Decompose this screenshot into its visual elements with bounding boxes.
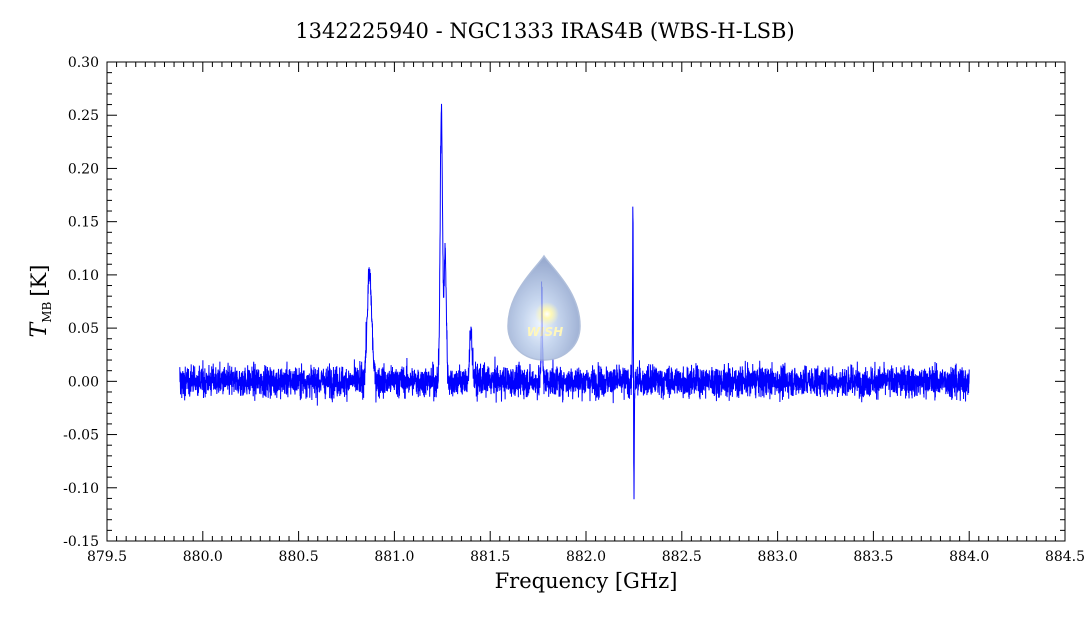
y-tick-label: -0.05 [63,428,99,444]
x-tick-label: 882.0 [566,549,606,565]
x-tick-label: 880.0 [183,549,223,565]
y-tick-label: 0.20 [68,161,99,177]
x-tick-label: 883.0 [758,549,798,565]
x-tick-label: 884.5 [1045,549,1085,565]
x-tick-label: 880.5 [279,549,319,565]
y-tick-label: 0.30 [68,55,99,71]
x-tick-label: 881.0 [374,549,414,565]
y-tick-label: 0.05 [68,321,99,337]
y-tick-label: 0.15 [68,215,99,231]
star-glow-icon [535,302,559,326]
y-tick-label: -0.10 [63,481,99,497]
x-axis-label: Frequency [GHz] [495,569,678,593]
y-axis-ticks: -0.15 -0.10 -0.05 0.00 0.05 0.10 0.15 0.20 0.25 0… [63,55,1065,550]
y-axis-unit: [K] [27,265,51,297]
x-tick-label: 881.5 [470,549,510,565]
spectrum-series [179,103,970,500]
y-axis-subscript: MB [40,301,54,322]
logo-text: WISH [527,325,563,339]
y-tick-label: 0.25 [68,108,99,124]
x-tick-label: 879.5 [87,549,127,565]
y-axis-label: TMB [K] [27,265,54,338]
x-tick-label: 884.0 [949,549,989,565]
y-tick-label: 0.00 [68,374,99,390]
x-tick-label: 882.5 [662,549,702,565]
x-axis-ticks: 879.5 880.0 880.5 881.0 881.5 882.0 882.5 883.0… [87,62,1085,565]
x-tick-label: 883.5 [853,549,893,565]
plot-frame [106,61,1066,542]
y-tick-label: 0.10 [68,268,99,284]
y-axis-symbol: T [27,320,52,337]
chart-title: 1342225940 - NGC1333 IRAS4B (WBS-H-LSB) [295,19,794,43]
y-tick-label: -0.15 [63,534,99,550]
wish-logo: WISH [507,254,581,361]
